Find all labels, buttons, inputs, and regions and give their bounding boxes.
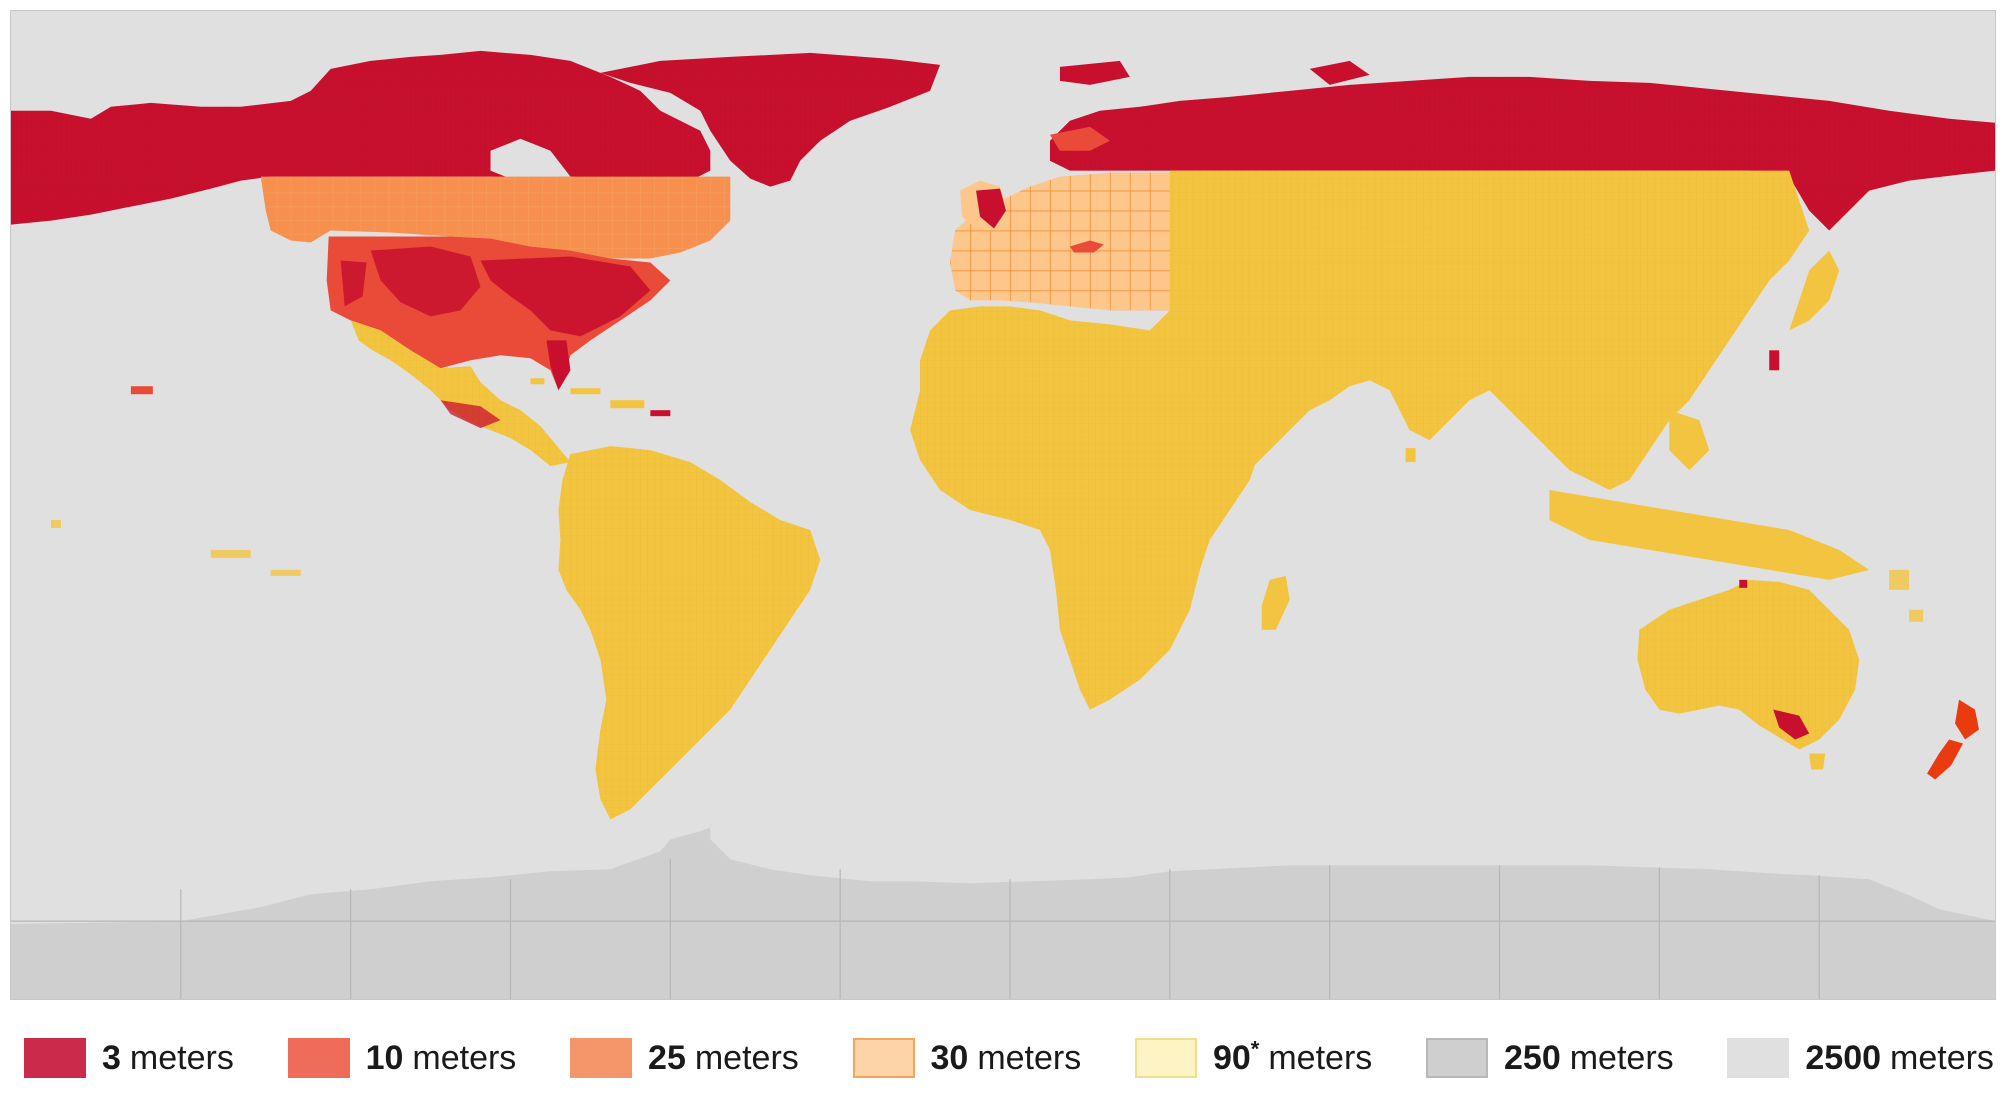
south-america-region (558, 446, 821, 820)
pacific-islands (50, 386, 1924, 622)
legend-value: 90 (1212, 1038, 1251, 1077)
northern-eurasia-region (1049, 60, 1995, 231)
legend-item-250: 250 meters (1426, 1030, 1674, 1086)
legend-swatch (1727, 1038, 1790, 1078)
map-canvas (11, 11, 1995, 999)
legend-label: 25 meters (648, 1039, 799, 1078)
legend-unit: meters (977, 1038, 1082, 1077)
australia-region (1637, 579, 1860, 770)
canada-south-region (260, 176, 731, 259)
legend-value: 25 (648, 1038, 686, 1077)
legend-unit: meters (412, 1038, 517, 1077)
legend-unit: meters (1268, 1038, 1373, 1077)
world-map (10, 10, 1996, 1000)
caribbean-islands (530, 378, 671, 417)
legend-label: 30 meters (931, 1039, 1082, 1078)
legend-value: 2500 (1805, 1038, 1882, 1077)
legend-swatch (1426, 1038, 1488, 1078)
legend-swatch (570, 1038, 633, 1078)
legend-unit: meters (129, 1038, 234, 1077)
legend-item-10: 10 meters (287, 1030, 517, 1086)
north-america-arctic-region (11, 50, 711, 225)
legend: 3 meters 10 meters 25 meters 30 meters 90* meters… (24, 1030, 1994, 1086)
legend-label: 3 meters (102, 1039, 234, 1078)
arabia-region (1169, 330, 1310, 431)
legend-value: 250 (1504, 1038, 1561, 1077)
legend-swatch (852, 1038, 915, 1078)
legend-unit: meters (1890, 1038, 1994, 1077)
legend-label: 250 meters (1504, 1039, 1674, 1078)
legend-swatch (24, 1038, 86, 1078)
legend-value: 3 (102, 1038, 121, 1077)
legend-item-25: 25 meters (570, 1030, 799, 1086)
new-zealand-region (1927, 699, 1980, 780)
legend-item-3: 3 meters (24, 1030, 234, 1086)
legend-item-30: 30 meters (852, 1030, 1082, 1086)
mexico-central-america-region (350, 320, 571, 467)
asia-region (1149, 170, 1870, 580)
legend-swatch (1134, 1038, 1197, 1078)
legend-value: 10 (365, 1038, 404, 1077)
legend-label: 2500 meters (1805, 1039, 1994, 1078)
greenland-region (600, 52, 941, 187)
africa-region (910, 306, 1290, 710)
antarctica-region (11, 827, 1995, 999)
legend-unit: meters (694, 1038, 799, 1077)
legend-label: 90* meters (1212, 1036, 1373, 1078)
legend-footnote-mark: * (1250, 1036, 1260, 1062)
legend-item-90: 90* meters (1134, 1030, 1373, 1086)
legend-unit: meters (1569, 1038, 1674, 1077)
legend-label: 10 meters (366, 1039, 517, 1078)
legend-value: 30 (930, 1038, 969, 1077)
legend-swatch (287, 1038, 350, 1078)
usa-region (326, 236, 671, 391)
legend-item-2500: 2500 meters (1727, 1030, 1994, 1086)
europe-region (950, 126, 1170, 311)
